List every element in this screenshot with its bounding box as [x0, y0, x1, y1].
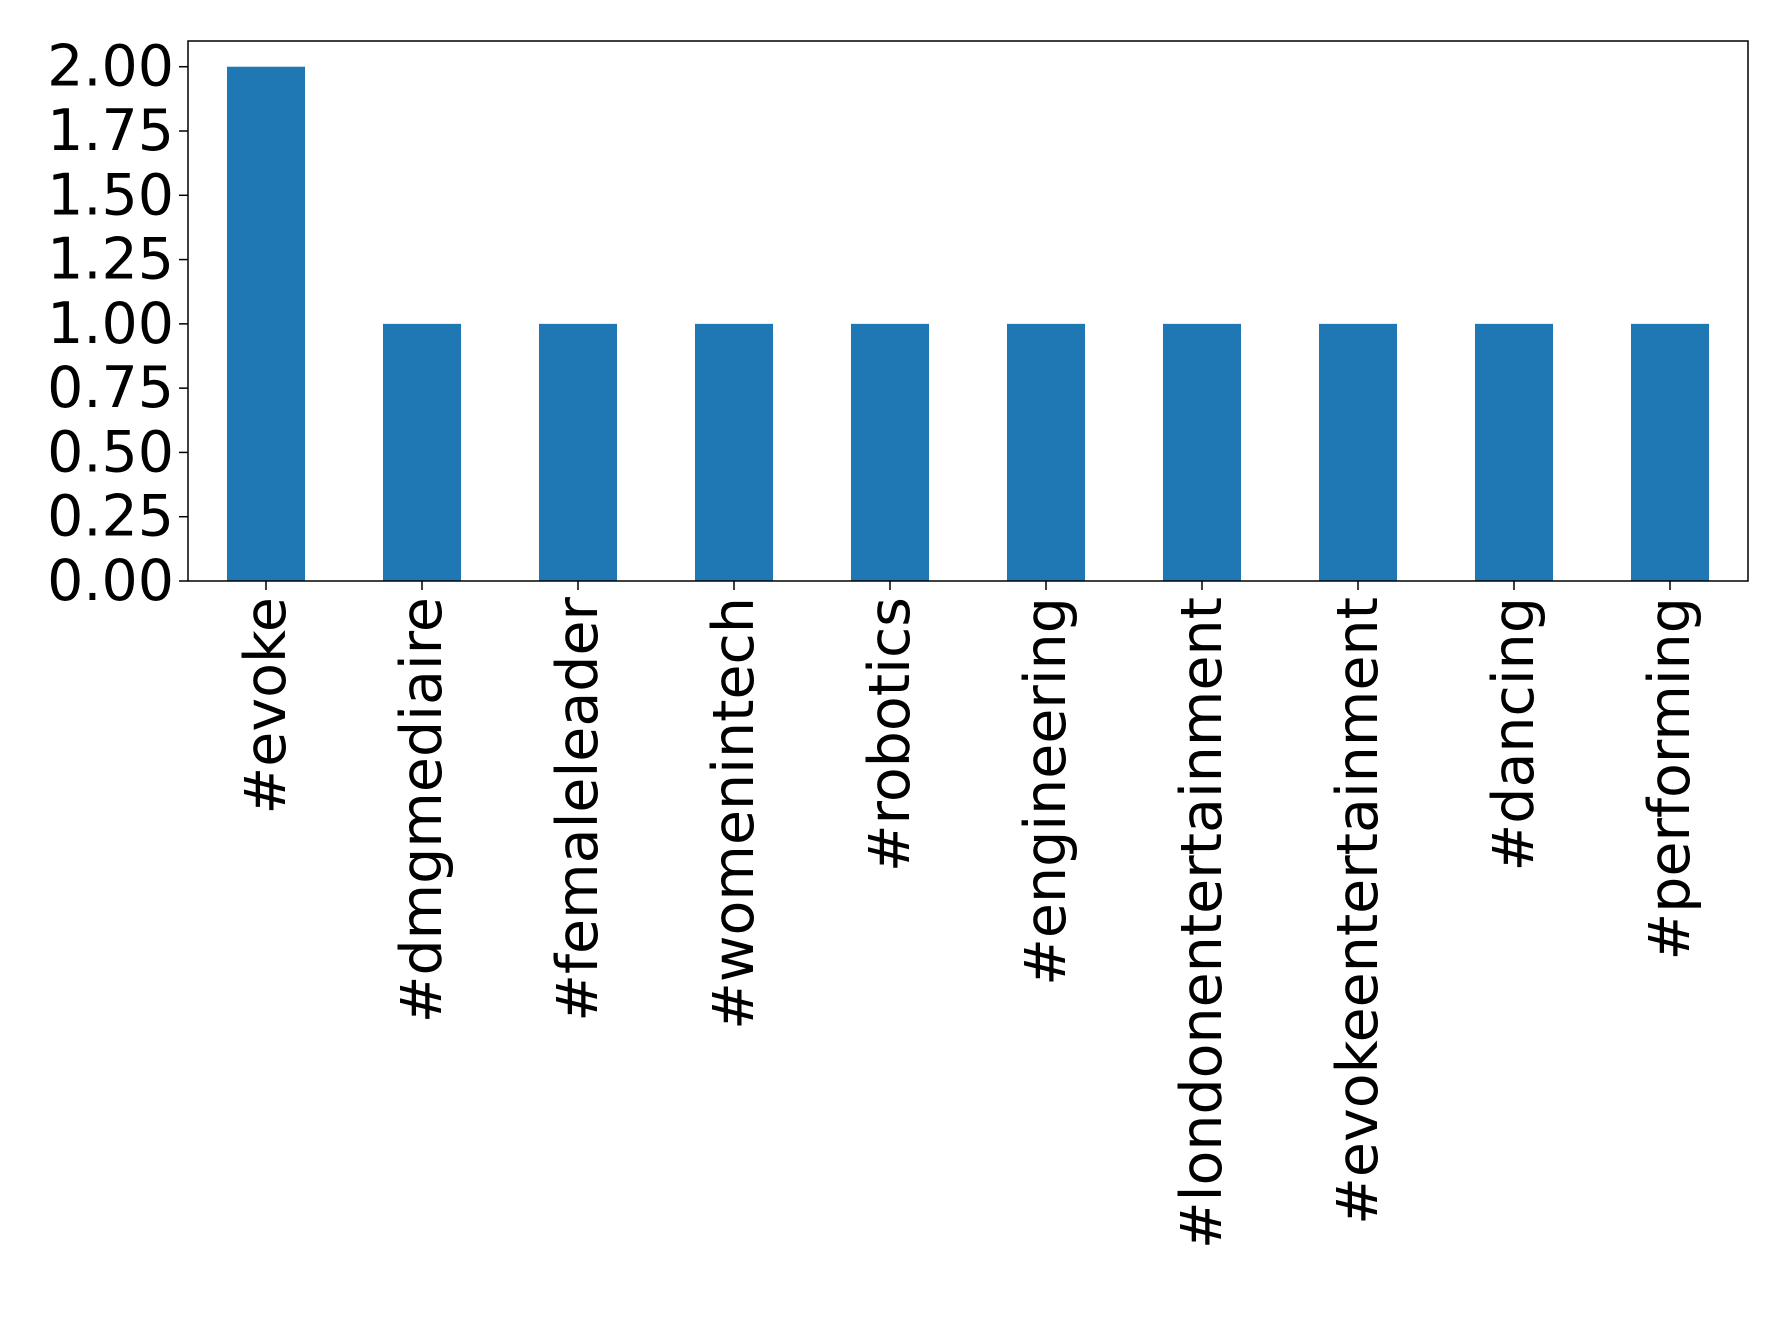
y-tick-label: 1.50	[47, 162, 174, 228]
y-tick-label: 1.25	[47, 227, 174, 293]
x-tick-label: #robotics	[857, 597, 923, 872]
y-tick-label: 0.75	[47, 355, 174, 421]
x-tick-label: #engineering	[1013, 597, 1079, 986]
x-tick-label: #evokeentertainment	[1325, 597, 1391, 1225]
bar	[695, 323, 773, 581]
plot-frame	[187, 40, 1749, 582]
bar	[1631, 323, 1709, 581]
x-tick-label: #womenintech	[701, 597, 767, 1030]
x-tick-label: #evoke	[233, 597, 299, 814]
bar	[851, 323, 929, 581]
bar	[1163, 323, 1241, 581]
bar	[539, 323, 617, 581]
y-tick-label: 0.25	[47, 484, 174, 550]
x-tick-label: #dmgmediaire	[389, 597, 455, 1023]
bar	[383, 323, 461, 581]
y-tick-label: 0.00	[47, 548, 174, 614]
bar	[1007, 323, 1085, 581]
y-tick-label: 1.75	[47, 98, 174, 164]
bar	[227, 66, 305, 581]
y-tick-label: 0.50	[47, 419, 174, 485]
x-tick-label: #londonentertainment	[1169, 597, 1235, 1249]
bar	[1475, 323, 1553, 581]
bar	[1319, 323, 1397, 581]
x-tick-label: #dancing	[1481, 597, 1547, 871]
x-tick-label: #femaleleader	[545, 596, 611, 1021]
y-tick-label: 2.00	[47, 34, 174, 100]
y-tick-label: 1.00	[47, 291, 174, 357]
x-tick-label: #performing	[1637, 597, 1703, 961]
